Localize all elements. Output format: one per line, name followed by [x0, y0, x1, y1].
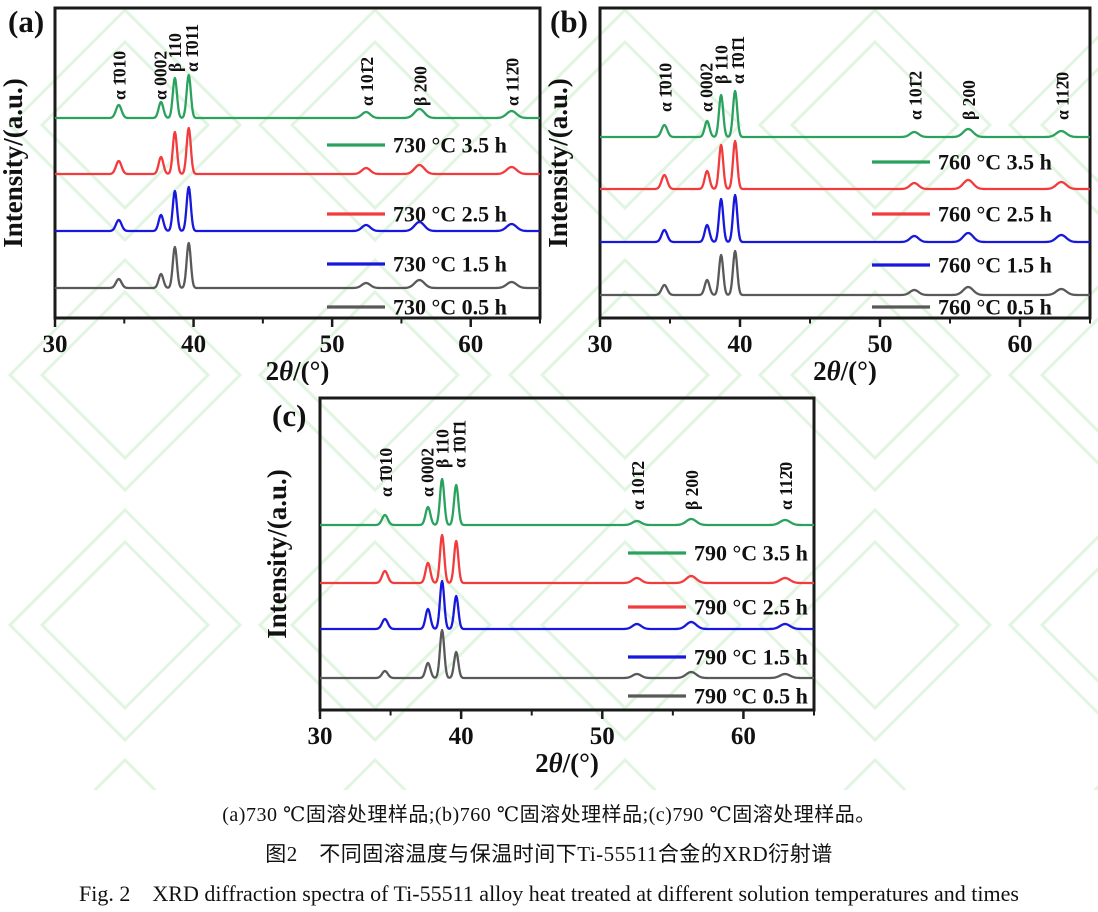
peak-label: α 1̄010 — [376, 448, 396, 497]
xrd-curve — [599, 193, 1091, 244]
x-tick-label: 50 — [320, 331, 345, 358]
xrd-curve — [599, 249, 1091, 297]
x-tick-label: 60 — [1008, 331, 1033, 358]
peak-label: β 110 — [165, 33, 185, 72]
peak-label: α 1̄011 — [182, 24, 202, 72]
xrd-curve — [319, 477, 815, 527]
xrd-curve — [54, 73, 541, 120]
peak-label: α 1̄01̄1 — [728, 36, 748, 84]
y-axis-label: Intensity/(a.u.) — [0, 78, 28, 248]
peak-label: α 1̄01̄1 — [449, 420, 469, 468]
legend-label: 730 °C 3.5 h — [393, 133, 507, 158]
peak-label: α 101̄2 — [905, 71, 925, 120]
panel-c-letter: (c) — [272, 398, 307, 433]
legend-label: 790 °C 2.5 h — [694, 595, 808, 620]
legend-label: 760 °C 1.5 h — [938, 253, 1052, 278]
legend-label: 760 °C 2.5 h — [938, 202, 1052, 227]
peak-label: α 0002 — [151, 51, 171, 100]
peak-label: α 112̄0 — [776, 462, 796, 510]
panel-a-plot: 30 40 50 60 2θ/(°) Intensity/(a.u.) 730 °C 3.5… — [0, 6, 542, 385]
legend-label: 760 °C 3.5 h — [938, 150, 1052, 175]
panel-c: (c) 30 40 50 60 2θ/(°) Intensity/(a.u.) 790 °C… — [262, 392, 822, 792]
peak-label: β 200 — [682, 470, 702, 510]
legend-label: 790 °C 1.5 h — [694, 645, 808, 670]
y-axis-label: Intensity/(a.u.) — [262, 469, 292, 639]
caption-title-cn: 图2 不同固溶温度与保温时间下Ti-55511合金的XRD衍射谱 — [265, 842, 833, 866]
x-tick-label: 50 — [868, 331, 893, 358]
x-tick-label: 40 — [181, 331, 206, 358]
xrd-curve — [54, 126, 541, 176]
peak-label: α 0002 — [418, 448, 438, 497]
peak-label: α 101̄2 — [357, 57, 377, 106]
plot-frame — [318, 396, 816, 712]
panel-b-plot: 30 40 50 60 2θ/(°) Intensity/(a.u.) 760 °C 3.5… — [545, 6, 1092, 385]
peak-label: α 1̄010 — [110, 51, 130, 100]
y-axis-label: Intensity/(a.u.) — [545, 78, 573, 248]
peak-label: β 110 — [711, 45, 731, 84]
x-axis-label: 2θ/(°) — [813, 356, 877, 385]
peak-label: β 200 — [410, 66, 430, 106]
panel-a-letter: (a) — [8, 4, 45, 39]
peak-label: α 0002 — [697, 63, 717, 112]
xrd-curve — [54, 185, 541, 233]
plot-frame — [598, 6, 1092, 320]
x-tick-label: 30 — [588, 331, 613, 358]
x-tick-label: 60 — [458, 331, 483, 358]
xrd-curve — [54, 241, 541, 290]
peak-label: α 112̄0 — [1052, 72, 1072, 120]
x-tick-label: 40 — [449, 723, 474, 750]
x-tick-label: 50 — [590, 723, 615, 750]
xrd-curve — [599, 139, 1091, 191]
caption-title-en: Fig. 2 XRD diffraction spectra of Ti-555… — [79, 881, 1019, 906]
x-tick-label: 60 — [731, 723, 756, 750]
legend-label: 730 °C 2.5 h — [393, 202, 507, 227]
panel-b-letter: (b) — [550, 4, 588, 39]
xrd-curve — [599, 89, 1091, 139]
caption-subcaptions-cn: (a)730 ℃固溶处理样品;(b)760 ℃固溶处理样品;(c)790 ℃固溶… — [222, 804, 876, 826]
peak-label: α 1̄010 — [655, 63, 675, 112]
xrd-curve — [319, 579, 815, 631]
legend-label: 790 °C 3.5 h — [694, 541, 808, 566]
x-tick-label: 40 — [728, 331, 753, 358]
x-tick-label: 30 — [43, 331, 68, 358]
peak-label: α 101̄2 — [628, 461, 648, 510]
peak-label: β 200 — [959, 80, 979, 120]
x-axis-label: 2θ/(°) — [535, 748, 599, 778]
x-axis-label: 2θ/(°) — [266, 356, 330, 385]
legend-label: 790 °C 0.5 h — [694, 684, 808, 709]
x-tick-label: 30 — [308, 723, 333, 750]
legend-label: 760 °C 0.5 h — [938, 295, 1052, 320]
plot-frame — [53, 6, 542, 320]
panel-a: (a) 30 40 50 60 2θ/(°) Intensity/(a.u.) 730 °C… — [0, 0, 545, 385]
legend-label: 730 °C 0.5 h — [393, 295, 507, 320]
xrd-curve — [319, 533, 815, 585]
peak-label: α 112̄0 — [503, 58, 523, 106]
panel-c-plot: 30 40 50 60 2θ/(°) Intensity/(a.u.) 790 °C 3.5… — [262, 396, 816, 778]
panel-b: (b) 30 40 50 60 2θ/(°) Intensity/(a.u.) 760 °C… — [545, 0, 1098, 385]
peak-label: β 110 — [432, 429, 452, 468]
legend-label: 730 °C 1.5 h — [393, 252, 507, 277]
xrd-curve — [319, 628, 815, 680]
